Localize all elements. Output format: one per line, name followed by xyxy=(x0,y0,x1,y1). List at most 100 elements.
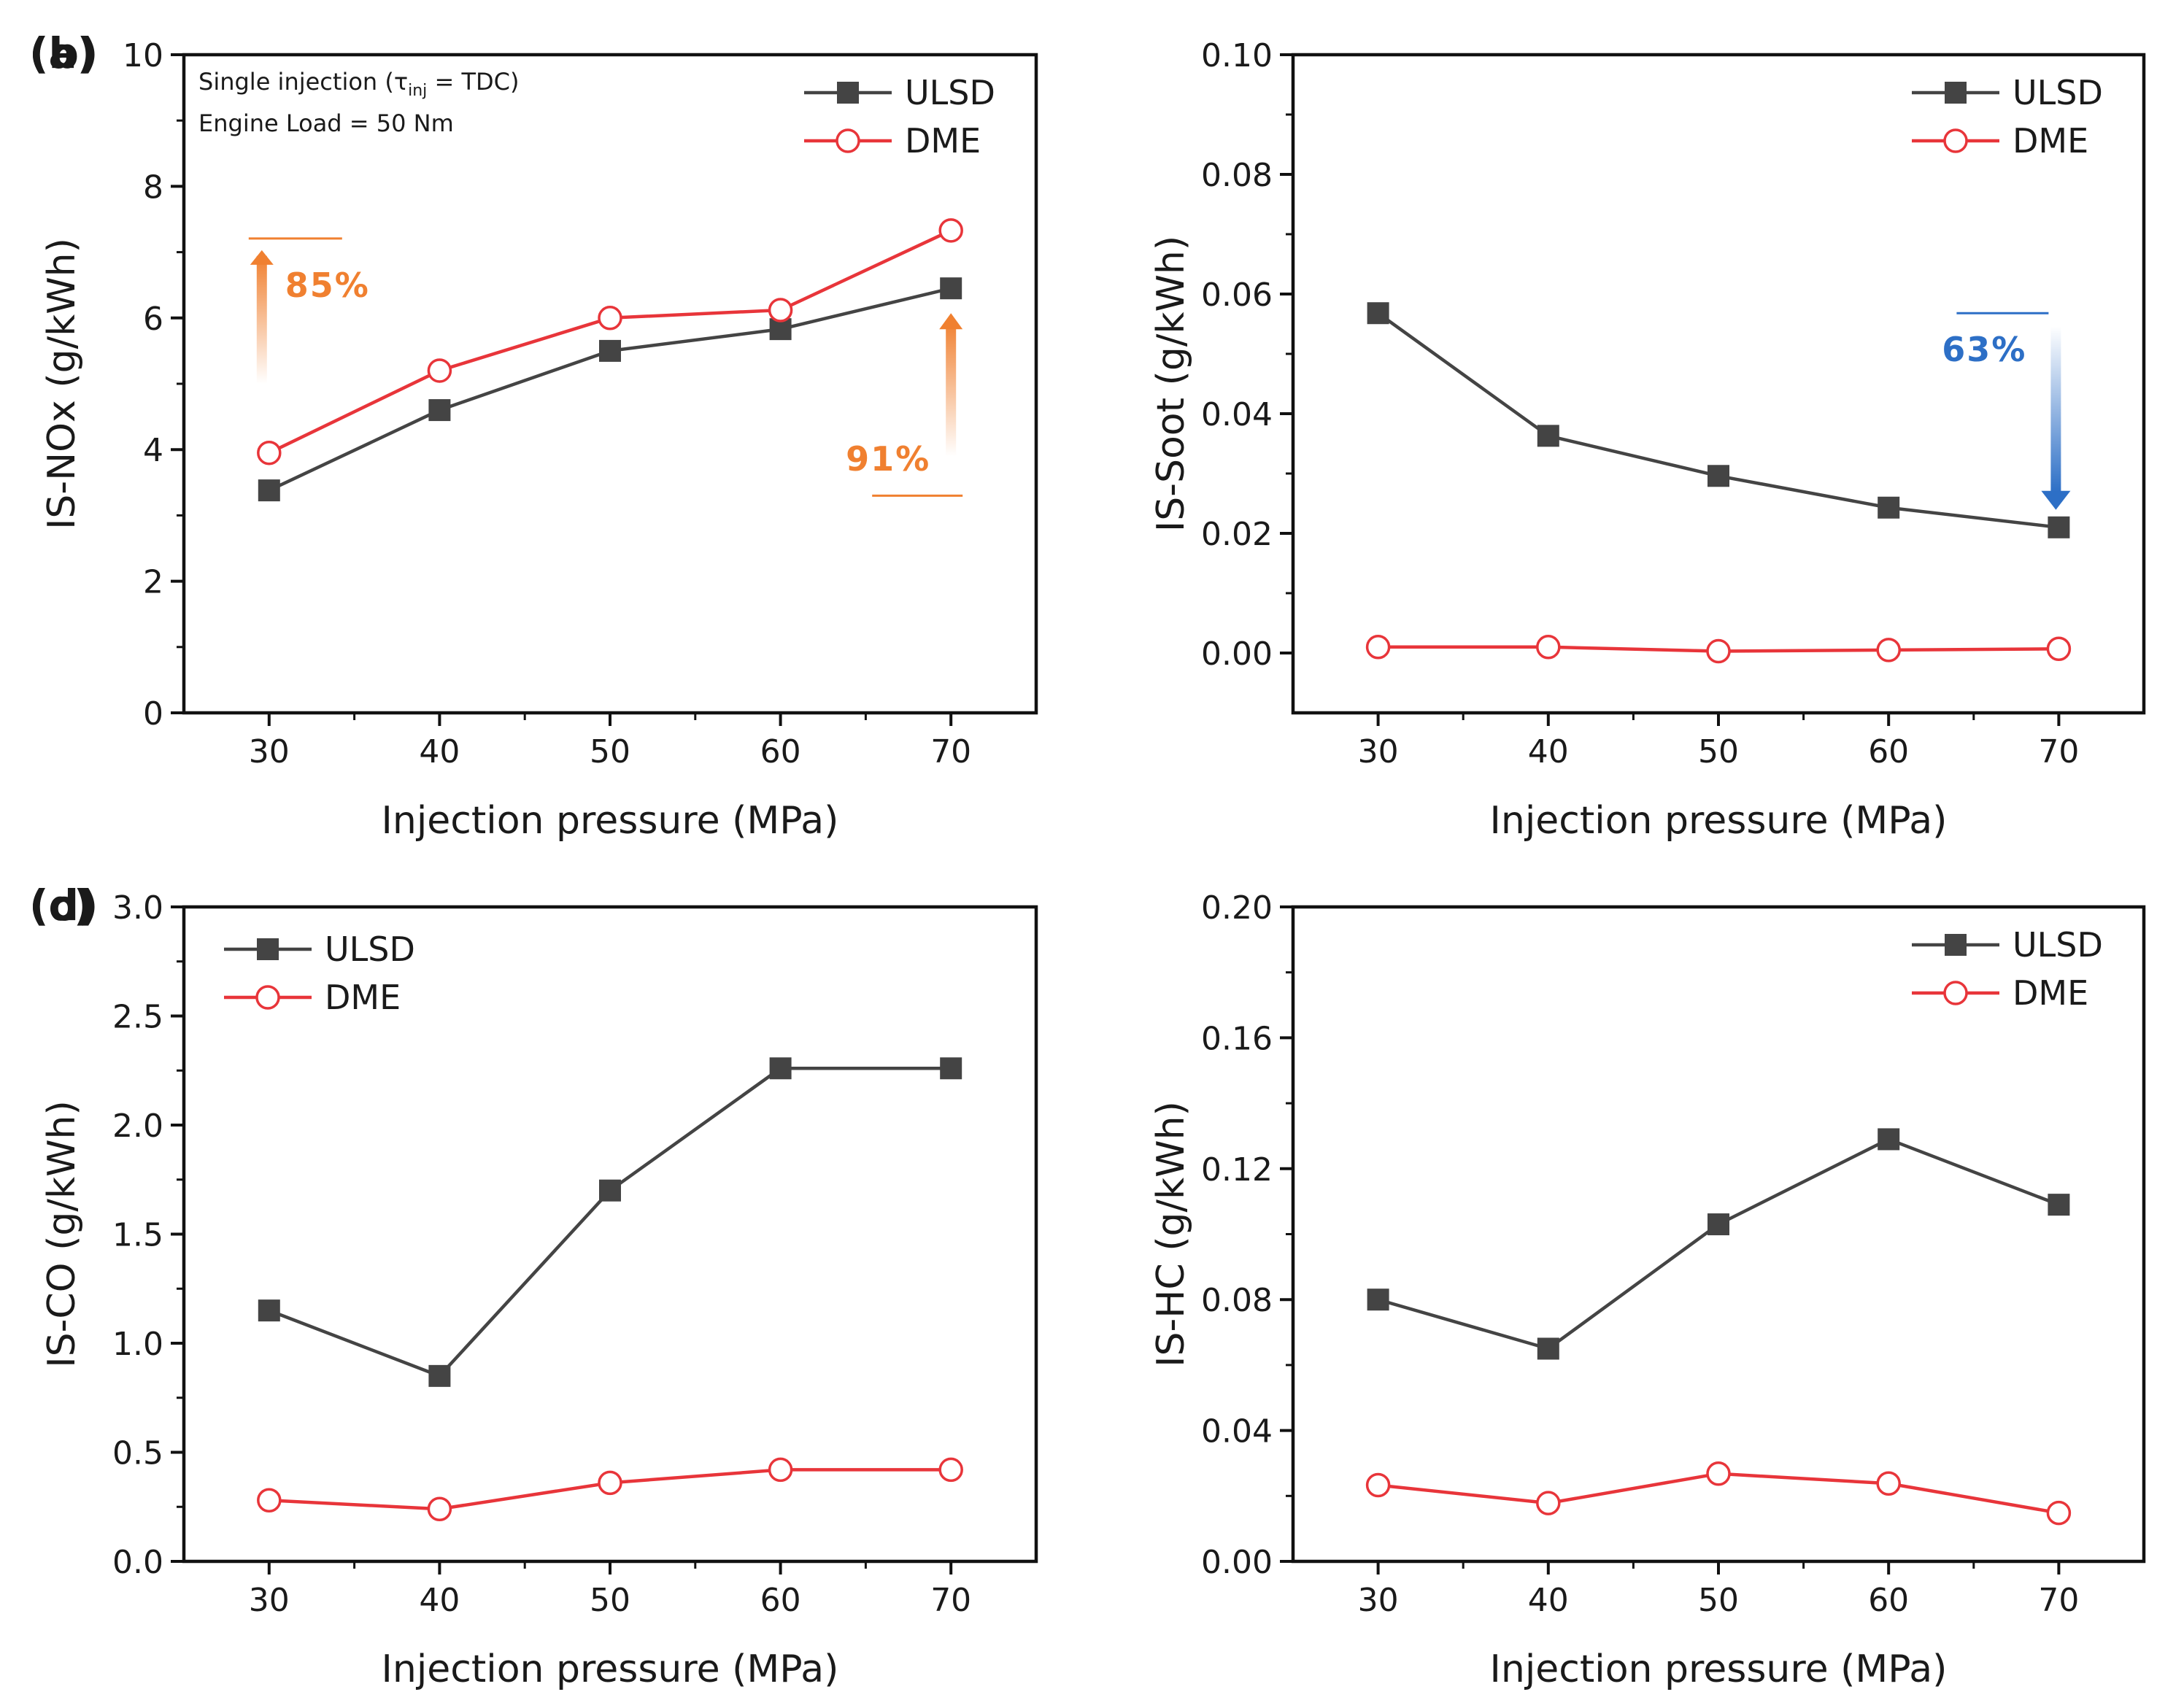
series-ulsd xyxy=(1367,302,2070,538)
y-tick-label: 0.12 xyxy=(1201,1151,1273,1189)
legend-label-ulsd: ULSD xyxy=(2013,73,2103,112)
decrease-arrow-head xyxy=(2041,490,2071,510)
x-tick-label: 30 xyxy=(249,733,290,770)
data-point-dme xyxy=(1365,635,1391,660)
legend-marker-ulsd xyxy=(257,938,279,960)
y-tick-label: 0.00 xyxy=(1201,635,1273,673)
y-axis-title: IS-Soot (g/kWh) xyxy=(1149,236,1193,532)
data-point-dme xyxy=(598,1470,622,1496)
x-tick-label: 30 xyxy=(1358,1582,1399,1619)
x-tick-label: 70 xyxy=(2038,1582,2079,1619)
x-tick-label: 70 xyxy=(2038,733,2079,770)
y-tick-label: 0 xyxy=(143,695,163,733)
series-dme xyxy=(1365,1461,2072,1526)
data-point-dme xyxy=(938,1457,963,1483)
data-point-dme xyxy=(2046,1500,2072,1526)
y-tick-label: 0.06 xyxy=(1201,277,1273,314)
data-point-ulsd xyxy=(2048,1194,2070,1216)
legend-marker-dme xyxy=(836,128,860,153)
data-point-dme xyxy=(1536,1491,1561,1515)
condition-prefix: Single injection ( xyxy=(198,68,394,96)
increase-annotation-30: 85% xyxy=(248,237,370,384)
decrease-annotation: 63% xyxy=(1942,312,2071,510)
y-tick-label: 10 xyxy=(123,37,163,74)
series-ulsd xyxy=(1367,1128,2070,1360)
legend-label-ulsd: ULSD xyxy=(325,930,415,969)
increase-percent-70: 91% xyxy=(846,439,930,479)
legend-marker-dme xyxy=(1943,128,1968,153)
data-point-ulsd xyxy=(428,1364,451,1387)
legend-label-ulsd: ULSD xyxy=(2013,925,2103,965)
x-tick-label: 40 xyxy=(419,733,460,770)
tau-symbol: τ xyxy=(394,68,408,96)
legend-label-ulsd: ULSD xyxy=(905,73,995,112)
y-axis-title: IS-HC (g/kWh) xyxy=(1149,1101,1193,1367)
y-tick-label: 0.02 xyxy=(1201,516,1273,553)
legend-entry-dme: DME xyxy=(804,121,981,161)
x-tick-label: 40 xyxy=(419,1582,460,1619)
data-point-dme xyxy=(2046,636,2072,662)
series-line-ulsd xyxy=(1377,1137,2060,1351)
data-point-ulsd xyxy=(2048,516,2070,538)
series-dme xyxy=(257,1457,963,1521)
tau-subscript: inj xyxy=(408,82,427,100)
series-dme xyxy=(257,218,963,465)
panel-label: (b) xyxy=(29,28,99,78)
series-dme xyxy=(1365,635,2072,664)
y-tick-label: 0.08 xyxy=(1201,1282,1273,1319)
data-point-ulsd xyxy=(769,1057,792,1080)
y-tick-label: 1.0 xyxy=(112,1326,163,1363)
x-axis-title: Injection pressure (MPa) xyxy=(1490,799,1948,843)
legend-entry-ulsd: ULSD xyxy=(1912,73,2103,112)
panel-label: (d) xyxy=(29,881,99,930)
legend-marker-dme xyxy=(1943,981,1968,1005)
increase-percent-30: 85% xyxy=(285,266,370,305)
data-point-dme xyxy=(427,358,452,383)
data-point-ulsd xyxy=(428,399,451,422)
chart-panel-d: 30 40 50 60 70 0.00 0.04 0.08 0.12 0.16 0.20 Inject… xyxy=(29,881,2146,1691)
x-tick-label: 50 xyxy=(590,733,630,770)
condition-suffix: = TDC) xyxy=(427,68,519,96)
increase-arrow-head xyxy=(939,313,963,330)
series-ulsd xyxy=(258,1057,962,1387)
data-point-ulsd xyxy=(1878,1128,1900,1151)
plot-frame xyxy=(182,905,1038,1564)
data-point-ulsd xyxy=(1708,1213,1729,1236)
data-point-dme xyxy=(257,1488,282,1513)
data-point-dme xyxy=(1876,1471,1901,1496)
y-tick-label: 2.0 xyxy=(112,1108,163,1145)
data-point-ulsd xyxy=(1367,1288,1389,1311)
x-tick-label: 60 xyxy=(760,1582,801,1619)
y-tick-label: 0.20 xyxy=(1201,889,1273,927)
x-tick-label: 30 xyxy=(1358,733,1399,770)
data-point-dme xyxy=(1365,1472,1391,1498)
data-point-ulsd xyxy=(599,339,621,362)
x-axis-title: Injection pressure (MPa) xyxy=(382,799,839,843)
legend-label-dme: DME xyxy=(905,121,981,161)
panel-label: (c) xyxy=(29,881,93,930)
series-ulsd xyxy=(258,277,962,502)
data-point-ulsd xyxy=(1537,425,1559,447)
y-tick-label: 0.10 xyxy=(1201,37,1273,74)
legend-marker-ulsd xyxy=(1945,82,1967,104)
data-point-ulsd xyxy=(1878,496,1900,519)
engine-load-note: Engine Load = 50 Nm xyxy=(198,109,454,137)
y-tick-label: 0.08 xyxy=(1201,157,1273,194)
data-point-dme xyxy=(1706,1461,1731,1486)
data-point-dme xyxy=(598,306,622,331)
legend-marker-ulsd xyxy=(1945,934,1967,956)
condition-note: Single injection (τinj = TDC) Engine Load… xyxy=(198,68,519,137)
increase-arrow-shaft xyxy=(946,320,957,457)
y-tick-label: 0.00 xyxy=(1201,1544,1273,1581)
data-point-ulsd xyxy=(258,1299,280,1322)
x-tick-label: 70 xyxy=(930,733,971,770)
data-point-ulsd xyxy=(940,277,962,300)
x-tick-label: 70 xyxy=(930,1582,971,1619)
y-axis-title: IS-CO (g/kWh) xyxy=(40,1100,84,1367)
decrease-arrow-shaft xyxy=(2050,326,2061,492)
panel-label: (a) xyxy=(29,28,96,78)
data-point-ulsd xyxy=(258,479,280,502)
x-axis-title: Injection pressure (MPa) xyxy=(1490,1647,1948,1691)
legend-marker-ulsd xyxy=(837,82,859,104)
x-tick-label: 30 xyxy=(249,1582,290,1619)
